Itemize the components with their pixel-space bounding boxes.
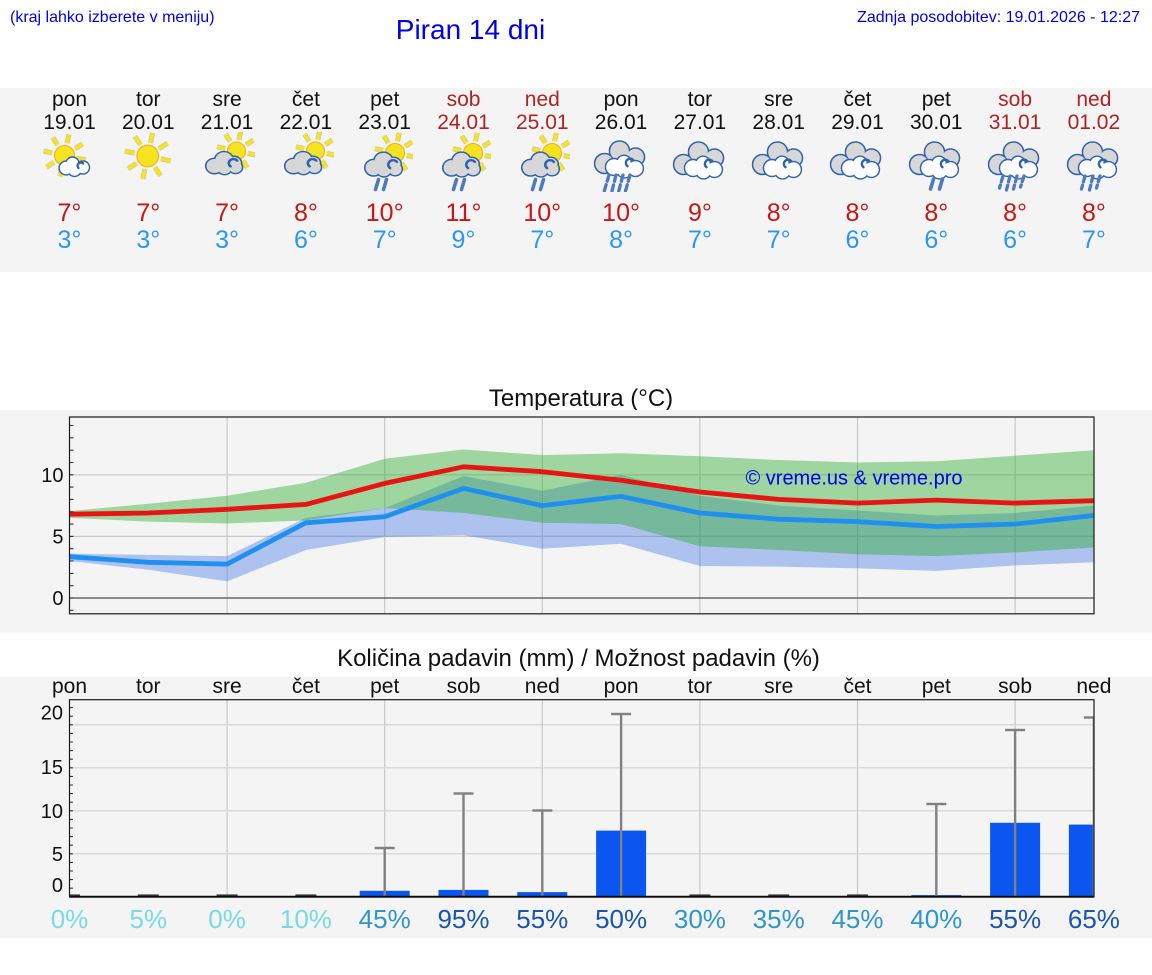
svg-text:10: 10	[41, 801, 63, 823]
svg-text:sre: sre	[764, 677, 793, 698]
svg-text:ned: ned	[525, 677, 560, 698]
svg-text:10: 10	[41, 465, 63, 487]
svg-text:ned: ned	[1076, 677, 1111, 698]
svg-text:20: 20	[41, 703, 63, 725]
svg-text:15: 15	[41, 757, 63, 779]
svg-text:tor: tor	[136, 677, 161, 698]
svg-text:0: 0	[52, 588, 63, 610]
svg-text:sob: sob	[998, 677, 1032, 698]
svg-text:čet: čet	[292, 677, 320, 698]
svg-text:5: 5	[52, 527, 63, 549]
svg-text:pon: pon	[52, 677, 87, 698]
svg-text:pon: pon	[604, 677, 639, 698]
svg-text:0: 0	[52, 875, 63, 897]
svg-text:5: 5	[52, 844, 63, 866]
svg-text:sre: sre	[213, 677, 242, 698]
svg-text:sob: sob	[447, 677, 481, 698]
svg-text:© vreme.us & vreme.pro: © vreme.us & vreme.pro	[745, 468, 962, 490]
svg-text:tor: tor	[688, 677, 713, 698]
svg-text:pet: pet	[370, 677, 399, 698]
svg-text:čet: čet	[843, 677, 871, 698]
svg-text:pet: pet	[922, 677, 951, 698]
